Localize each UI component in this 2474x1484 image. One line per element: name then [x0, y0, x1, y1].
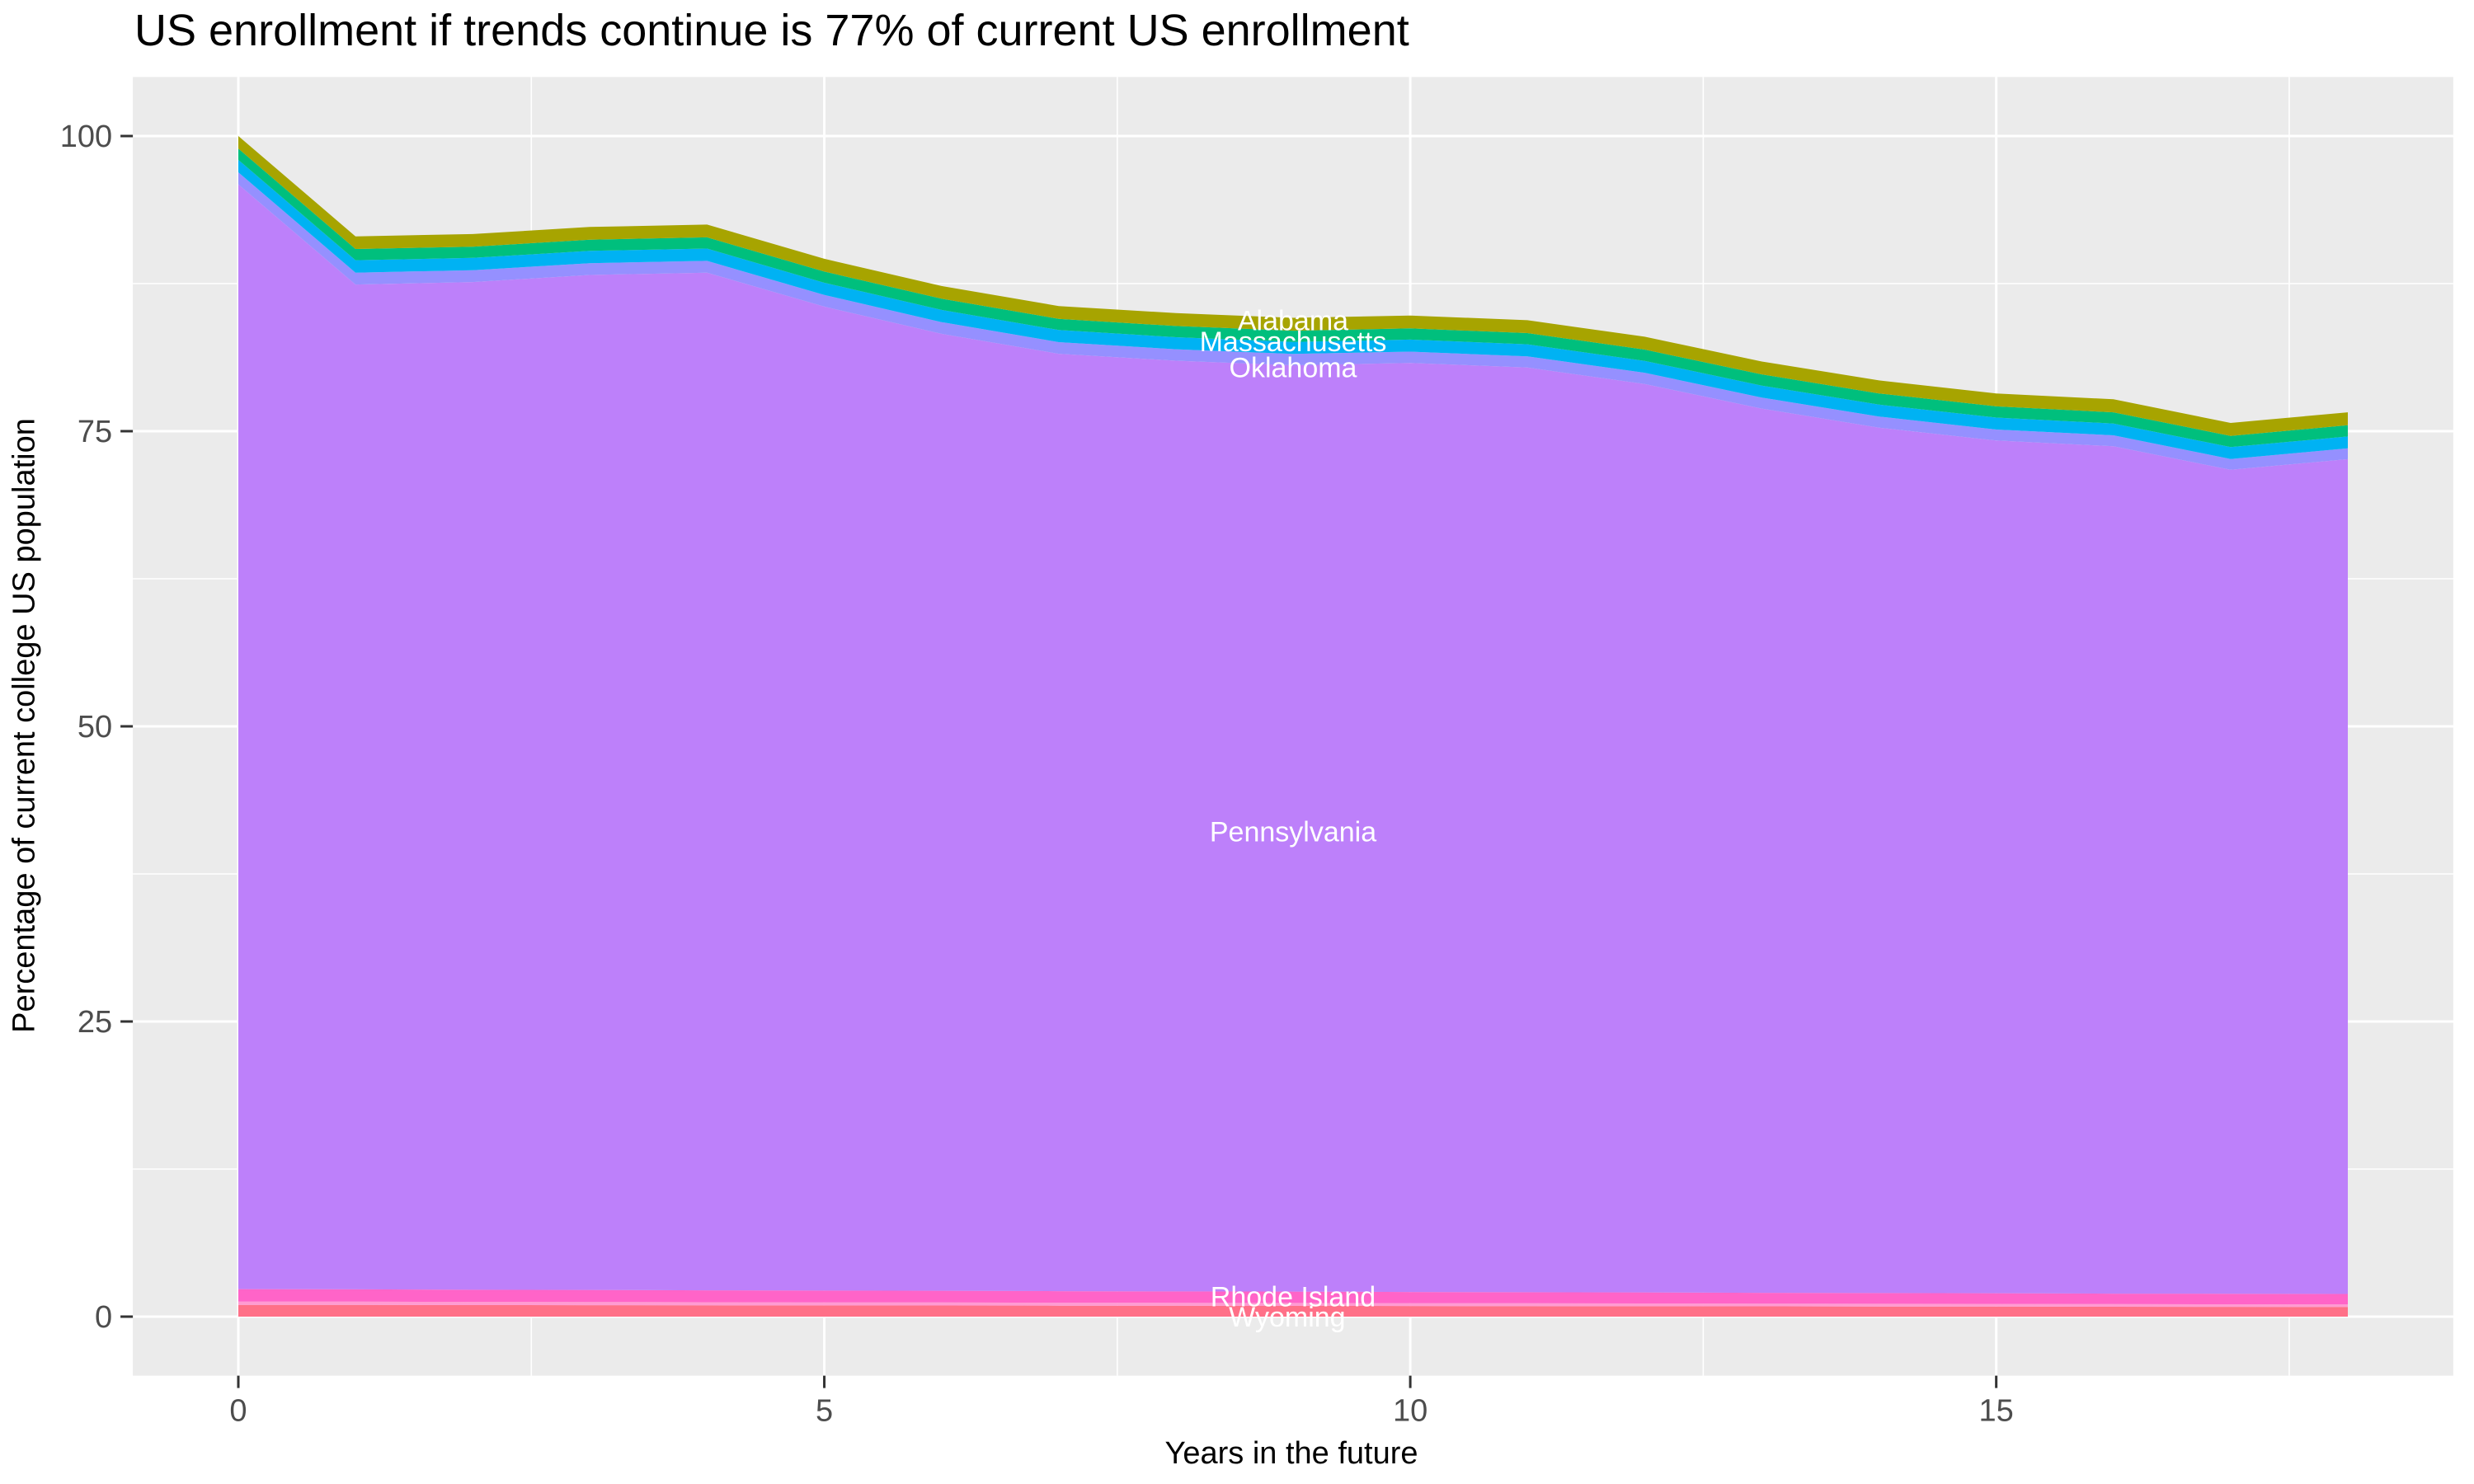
x-tick-label-15: 15 [1979, 1394, 2014, 1429]
y-tick-label-0: 0 [95, 1300, 112, 1335]
state-label-rhode-island: Rhode Island [1211, 1282, 1376, 1313]
x-tick-label-5: 5 [816, 1394, 833, 1429]
y-tick-label-75: 75 [78, 415, 112, 449]
area-series-oklahoma [238, 159, 2348, 459]
area-series-rhode-island [238, 1289, 2348, 1305]
x-axis-title: Years in the future [1164, 1436, 1418, 1471]
state-label-massachusetts: Massachusetts [1200, 326, 1387, 358]
plot-title: US enrollment if trends continue is 77% … [134, 6, 1409, 55]
state-label-alabama: Alabama [1238, 305, 1348, 336]
state-label-oklahoma: Oklahoma [1230, 353, 1357, 384]
y-axis-title: Percentage of current college US populat… [7, 418, 42, 1033]
area-series-unlabeled-1 [238, 1301, 2348, 1308]
area-series-pennsylvania [238, 184, 2348, 1294]
y-tick-label-25: 25 [78, 1005, 112, 1040]
state-label-pennsylvania: Pennsylvania [1210, 816, 1376, 848]
area-series-alabama [238, 136, 2348, 436]
area-series-massachusetts [238, 148, 2348, 448]
state-label-wyoming: Wyoming [1229, 1302, 1345, 1333]
x-tick-label-0: 0 [229, 1394, 247, 1429]
y-tick-label-50: 50 [78, 710, 112, 744]
y-tick-label-100: 100 [60, 120, 112, 154]
x-tick-label-10: 10 [1393, 1394, 1427, 1429]
area-series-wyoming [238, 1304, 2348, 1317]
